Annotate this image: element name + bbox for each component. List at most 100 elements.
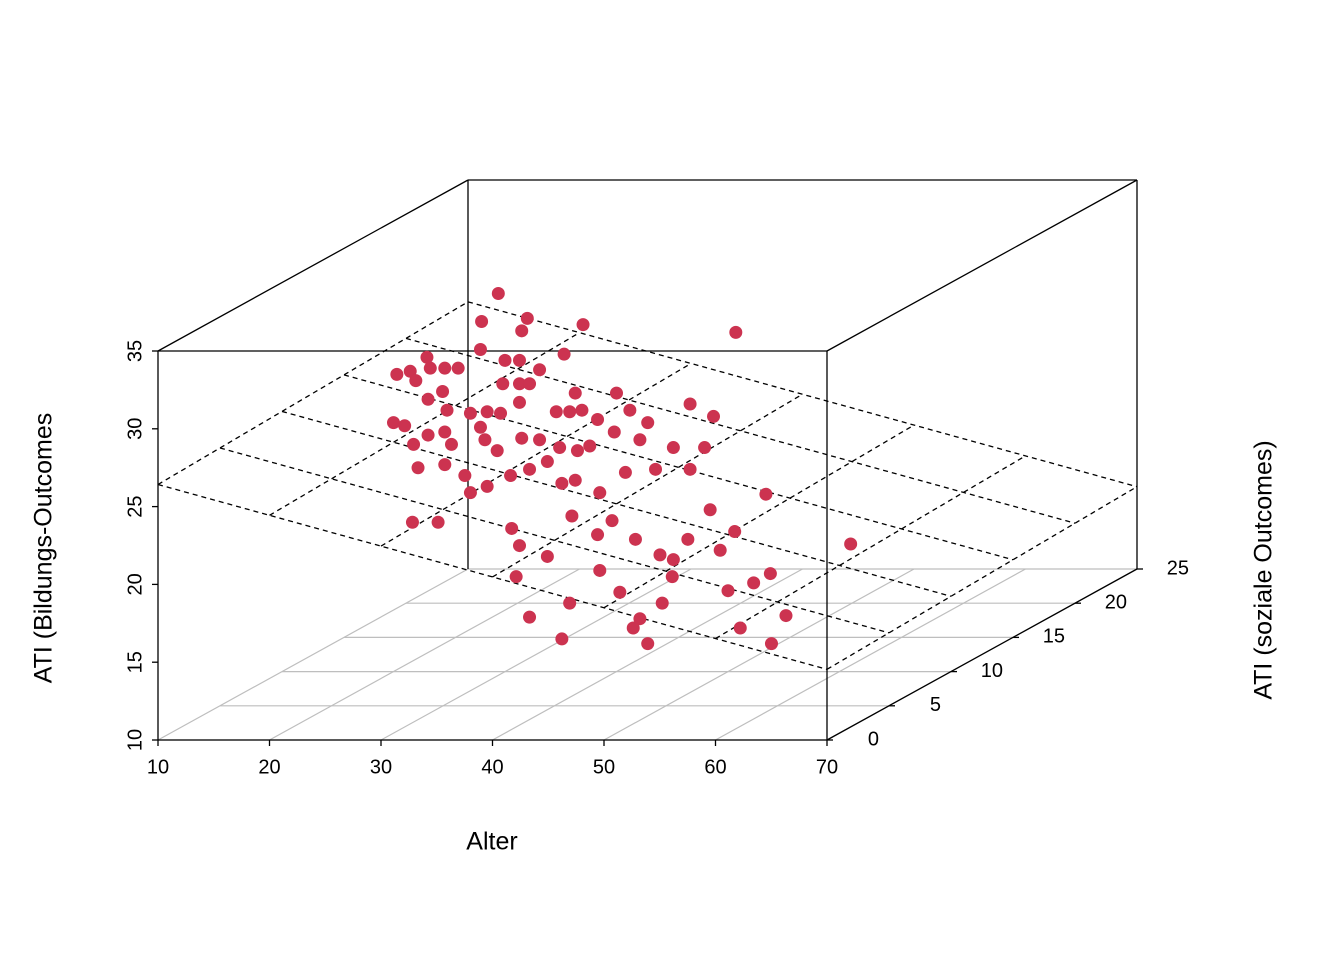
point bbox=[555, 476, 569, 490]
point bbox=[747, 576, 761, 590]
point bbox=[533, 363, 547, 377]
point bbox=[665, 570, 679, 584]
point bbox=[641, 416, 655, 430]
x-tick-label: 30 bbox=[370, 756, 392, 778]
point bbox=[496, 377, 510, 391]
point bbox=[549, 405, 563, 419]
point bbox=[666, 553, 680, 567]
point bbox=[494, 406, 508, 420]
point bbox=[633, 433, 647, 447]
box-edge bbox=[826, 568, 1138, 741]
z-tick-label: 10 bbox=[124, 729, 146, 751]
point bbox=[403, 364, 417, 378]
y-tick-label: 0 bbox=[868, 728, 879, 750]
point bbox=[698, 441, 712, 455]
floor-grid-line bbox=[603, 568, 915, 741]
floor-grid-line bbox=[492, 568, 803, 741]
point bbox=[478, 433, 492, 447]
plane-line bbox=[281, 410, 952, 597]
point bbox=[438, 425, 452, 439]
point bbox=[523, 610, 537, 624]
point bbox=[458, 469, 472, 483]
z-tick-label: 15 bbox=[124, 651, 146, 673]
point bbox=[681, 532, 695, 546]
z-tick-label: 20 bbox=[124, 573, 146, 595]
point bbox=[666, 441, 680, 455]
point bbox=[520, 311, 534, 325]
point bbox=[475, 315, 489, 328]
point bbox=[593, 486, 607, 500]
point bbox=[463, 486, 477, 500]
plane-line bbox=[405, 337, 1076, 524]
point bbox=[570, 444, 584, 458]
point bbox=[390, 367, 404, 381]
point bbox=[653, 548, 667, 562]
point bbox=[703, 503, 717, 517]
y-tick-label: 15 bbox=[1043, 626, 1065, 648]
floor-grid-line bbox=[157, 568, 469, 741]
y-tick-label: 10 bbox=[981, 660, 1003, 682]
point bbox=[411, 461, 425, 475]
point bbox=[683, 462, 697, 476]
point bbox=[568, 473, 582, 487]
point bbox=[444, 437, 458, 451]
point bbox=[557, 347, 571, 361]
point bbox=[576, 318, 590, 332]
point bbox=[515, 324, 529, 338]
point bbox=[568, 386, 582, 400]
point bbox=[480, 479, 494, 493]
point bbox=[759, 487, 773, 501]
y-tick-label: 5 bbox=[930, 694, 941, 716]
plane-line bbox=[603, 424, 915, 609]
box-edge bbox=[157, 179, 469, 352]
point bbox=[473, 420, 487, 434]
point bbox=[555, 632, 569, 646]
point bbox=[505, 521, 519, 535]
y-tick-label: 25 bbox=[1167, 557, 1189, 579]
plane-line bbox=[157, 301, 469, 486]
point bbox=[473, 343, 487, 357]
point bbox=[649, 462, 663, 476]
plane-line bbox=[826, 486, 1138, 670]
point bbox=[431, 515, 445, 529]
point bbox=[463, 406, 477, 420]
x-tick-label: 60 bbox=[704, 756, 726, 778]
point bbox=[607, 425, 621, 439]
point bbox=[623, 403, 637, 417]
x-tick-label: 20 bbox=[258, 756, 280, 778]
point bbox=[575, 403, 589, 417]
point bbox=[398, 419, 412, 433]
point bbox=[618, 465, 632, 479]
floor-grid-line bbox=[715, 568, 1026, 741]
point bbox=[540, 455, 554, 469]
z-tick-label: 35 bbox=[124, 340, 146, 362]
point bbox=[591, 413, 605, 427]
point bbox=[533, 433, 547, 447]
point bbox=[504, 469, 518, 483]
point bbox=[440, 403, 454, 417]
point bbox=[540, 549, 554, 563]
point bbox=[610, 386, 623, 400]
point bbox=[733, 621, 747, 635]
point bbox=[563, 596, 577, 610]
point bbox=[713, 543, 727, 557]
floor-grid-line bbox=[269, 568, 580, 741]
point bbox=[728, 525, 742, 539]
plane-line bbox=[467, 301, 1138, 488]
point bbox=[626, 621, 640, 635]
point bbox=[593, 563, 607, 577]
z-axis-title: ATI (Bildungs-Outcomes bbox=[30, 413, 58, 683]
x-axis-title: Alter bbox=[466, 828, 517, 856]
point bbox=[613, 585, 627, 599]
point bbox=[512, 377, 526, 391]
point bbox=[721, 584, 735, 598]
point bbox=[420, 350, 434, 364]
point bbox=[707, 409, 721, 423]
point bbox=[523, 462, 537, 476]
point bbox=[763, 567, 777, 581]
point bbox=[515, 431, 529, 445]
point bbox=[405, 515, 419, 529]
point bbox=[512, 539, 526, 553]
point bbox=[633, 612, 647, 626]
point bbox=[421, 392, 435, 406]
